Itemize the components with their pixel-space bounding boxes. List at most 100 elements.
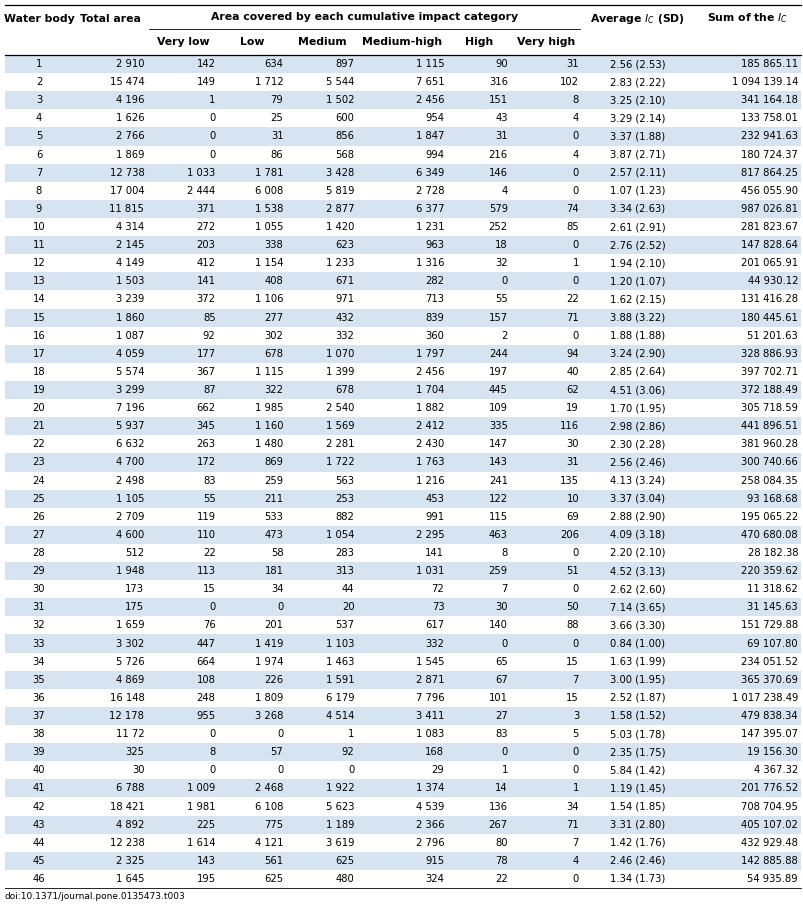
Text: 1.63 (1.99): 1.63 (1.99)	[609, 656, 665, 666]
Text: 3 302: 3 302	[116, 638, 145, 648]
Text: 1 809: 1 809	[255, 693, 283, 703]
Bar	[5, 725, 800, 743]
Text: 1: 1	[572, 258, 578, 268]
Text: 2 295: 2 295	[415, 530, 444, 540]
Text: 140: 140	[488, 621, 507, 630]
Text: 1 105: 1 105	[116, 494, 145, 504]
Bar	[5, 345, 800, 362]
Text: 4: 4	[572, 150, 578, 160]
Text: 4 121: 4 121	[255, 838, 283, 848]
Text: 263: 263	[196, 439, 215, 449]
Text: 360: 360	[425, 331, 444, 341]
Text: 2 796: 2 796	[415, 838, 444, 848]
Text: 4.09 (3.18): 4.09 (3.18)	[609, 530, 665, 540]
Text: 8: 8	[36, 186, 42, 195]
Text: 28 182.38: 28 182.38	[747, 548, 797, 558]
Text: 9: 9	[35, 204, 42, 214]
Text: 341 164.18: 341 164.18	[740, 95, 797, 105]
Text: 432 929.48: 432 929.48	[740, 838, 797, 848]
Text: 1 614: 1 614	[187, 838, 215, 848]
Bar	[5, 471, 800, 489]
Text: 44: 44	[341, 584, 354, 594]
Text: 86: 86	[271, 150, 283, 160]
Bar	[5, 145, 800, 163]
Text: 147 828.64: 147 828.64	[740, 240, 797, 250]
Text: 1: 1	[501, 765, 507, 775]
Text: 328 886.93: 328 886.93	[740, 349, 797, 359]
Text: 332: 332	[425, 638, 444, 648]
Bar	[5, 743, 800, 761]
Text: 456 055.90: 456 055.90	[740, 186, 797, 195]
Text: 258 084.35: 258 084.35	[740, 476, 797, 486]
Text: 480: 480	[336, 874, 354, 884]
Text: 2.88 (2.90): 2.88 (2.90)	[609, 512, 665, 521]
Text: 371: 371	[196, 204, 215, 214]
Text: 3 428: 3 428	[326, 168, 354, 178]
Text: 12 738: 12 738	[109, 168, 145, 178]
Text: 4 700: 4 700	[116, 457, 145, 467]
Text: 11 318.62: 11 318.62	[746, 584, 797, 594]
Text: 253: 253	[335, 494, 354, 504]
Bar	[5, 544, 800, 562]
Text: 3.29 (2.14): 3.29 (2.14)	[609, 113, 665, 123]
Text: 5 623: 5 623	[326, 802, 354, 812]
Text: 579: 579	[488, 204, 507, 214]
Text: 46: 46	[33, 874, 45, 884]
Text: 0: 0	[209, 603, 215, 613]
Text: 157: 157	[488, 312, 507, 322]
Bar	[5, 73, 800, 91]
Bar	[5, 254, 800, 272]
Text: 27: 27	[495, 711, 507, 721]
Text: 365 370.69: 365 370.69	[740, 675, 797, 685]
Text: 2.76 (2.52): 2.76 (2.52)	[609, 240, 665, 250]
Text: 0: 0	[277, 765, 283, 775]
Bar	[5, 399, 800, 417]
Text: 4 149: 4 149	[116, 258, 145, 268]
Text: 1 981: 1 981	[187, 802, 215, 812]
Text: 3: 3	[572, 711, 578, 721]
Text: 34: 34	[33, 656, 45, 666]
Text: 671: 671	[335, 277, 354, 287]
Text: 2 540: 2 540	[326, 404, 354, 413]
Text: 3.88 (3.22): 3.88 (3.22)	[609, 312, 665, 322]
Text: 2 498: 2 498	[116, 476, 145, 486]
Text: 2.83 (2.22): 2.83 (2.22)	[609, 78, 665, 87]
Text: 168: 168	[425, 747, 444, 757]
Text: 1 882: 1 882	[415, 404, 444, 413]
Text: 0: 0	[209, 729, 215, 740]
Bar	[5, 870, 800, 888]
Text: 0: 0	[572, 131, 578, 142]
Text: 2 366: 2 366	[415, 820, 444, 830]
Text: 3.37 (3.04): 3.37 (3.04)	[609, 494, 665, 504]
Text: 4.52 (3.13): 4.52 (3.13)	[609, 566, 665, 576]
Text: 1: 1	[209, 95, 215, 105]
Text: 1 216: 1 216	[415, 476, 444, 486]
Text: 4 367.32: 4 367.32	[753, 765, 797, 775]
Text: 0: 0	[572, 747, 578, 757]
Text: 316: 316	[488, 78, 507, 87]
Text: 0: 0	[277, 729, 283, 740]
Text: 713: 713	[425, 295, 444, 304]
Text: 1.42 (1.76): 1.42 (1.76)	[609, 838, 665, 848]
Text: 0: 0	[209, 765, 215, 775]
Text: 6 788: 6 788	[116, 783, 145, 793]
Text: 216: 216	[488, 150, 507, 160]
Text: 15: 15	[202, 584, 215, 594]
Text: 1 645: 1 645	[116, 874, 145, 884]
Text: 1.70 (1.95): 1.70 (1.95)	[609, 404, 665, 413]
Text: Very high: Very high	[516, 37, 575, 47]
Text: 0: 0	[209, 150, 215, 160]
Text: 1 399: 1 399	[326, 367, 354, 377]
Text: 7.14 (3.65): 7.14 (3.65)	[609, 603, 665, 613]
Text: 5 726: 5 726	[116, 656, 145, 666]
Text: 4: 4	[572, 113, 578, 123]
Text: 300 740.66: 300 740.66	[740, 457, 797, 467]
Text: 1: 1	[572, 783, 578, 793]
Text: 324: 324	[425, 874, 444, 884]
Text: 50: 50	[565, 603, 578, 613]
Text: 180 724.37: 180 724.37	[740, 150, 797, 160]
Text: 1 712: 1 712	[255, 78, 283, 87]
Text: 963: 963	[425, 240, 444, 250]
Text: 313: 313	[336, 566, 354, 576]
Text: 991: 991	[425, 512, 444, 521]
